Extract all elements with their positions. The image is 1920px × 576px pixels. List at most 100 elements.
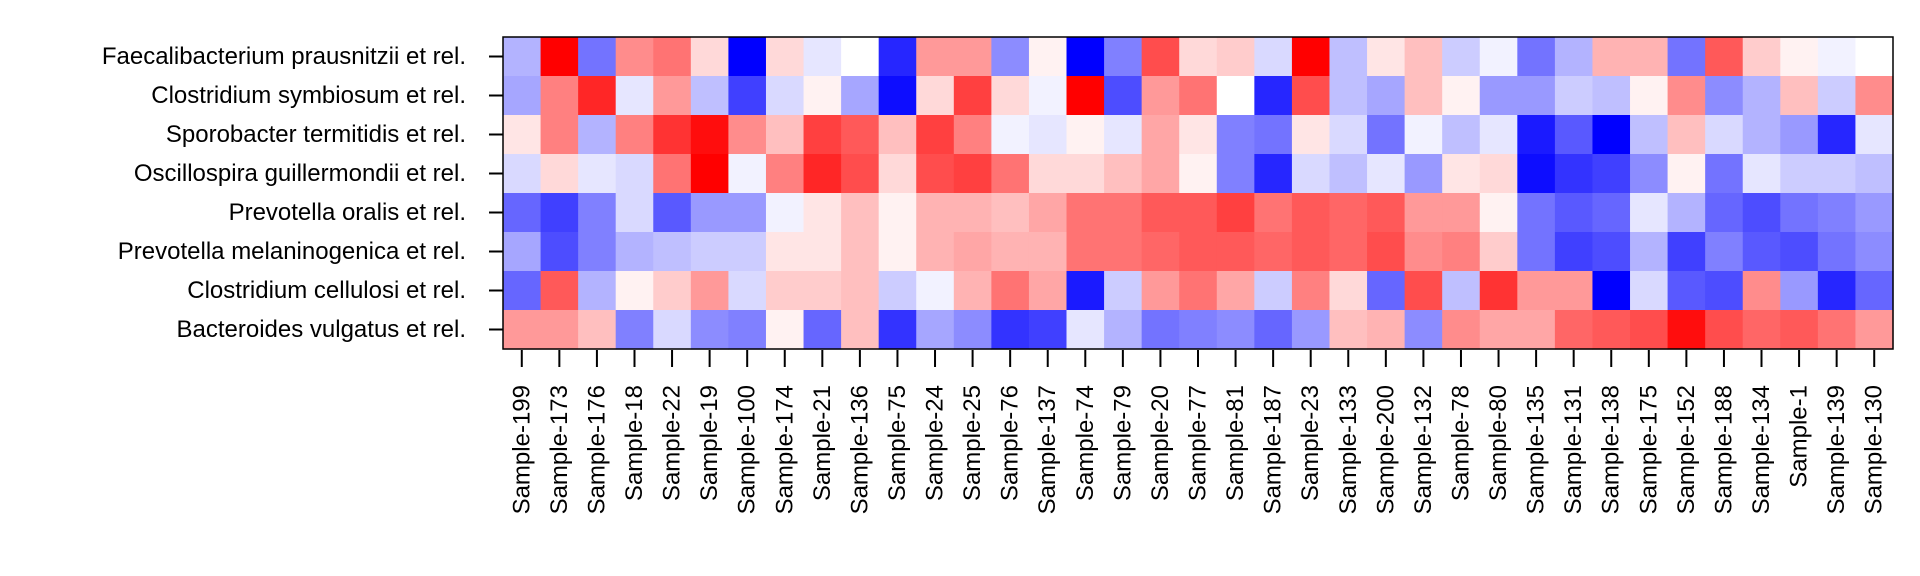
heatmap-cell: [1667, 232, 1706, 272]
heatmap-cell: [690, 115, 730, 155]
heatmap-cell: [1066, 193, 1105, 233]
heatmap-cell: [1216, 310, 1255, 350]
heatmap-cell: [1517, 154, 1556, 194]
heatmap-cell: [1254, 271, 1293, 311]
heatmap-cell: [953, 310, 992, 350]
heatmap-cell: [540, 76, 579, 116]
column-label: Sample-19: [696, 385, 723, 501]
heatmap-cell: [878, 115, 917, 155]
heatmap-cell: [1066, 37, 1105, 77]
heatmap-cell: [1141, 310, 1180, 350]
column-label: Sample-200: [1372, 385, 1399, 514]
heatmap-cell: [1742, 115, 1781, 155]
column-label: Sample-20: [1147, 385, 1174, 501]
column-label: Sample-176: [583, 385, 610, 514]
heatmap-cell: [728, 154, 767, 194]
heatmap-cell: [1404, 37, 1443, 77]
heatmap-cell: [991, 76, 1030, 116]
heatmap-cell: [1179, 232, 1218, 272]
heatmap-cell: [1141, 115, 1180, 155]
heatmap-cell: [503, 310, 542, 350]
heatmap-cell: [765, 193, 805, 233]
heatmap-cell: [1667, 310, 1706, 350]
heatmap-cell: [540, 193, 579, 233]
heatmap-cells: [503, 37, 1894, 350]
heatmap-cell: [1404, 310, 1443, 350]
heatmap-cell: [1517, 271, 1556, 311]
heatmap-cell: [803, 76, 842, 116]
heatmap-cell: [1291, 115, 1331, 155]
heatmap-cell: [615, 37, 654, 77]
heatmap-cell: [878, 154, 917, 194]
column-label: Sample-174: [771, 385, 798, 514]
heatmap-cell: [1554, 193, 1594, 233]
plot-frame: [502, 36, 1894, 350]
heatmap-cell: [1554, 76, 1594, 116]
column-label: Sample-22: [659, 385, 686, 501]
heatmap-cell: [1742, 193, 1781, 233]
column-ticks: [520, 350, 1876, 367]
row-label: Sporobacter termitidis et rel.: [166, 121, 466, 148]
heatmap-cell: [615, 154, 654, 194]
heatmap-cell: [991, 154, 1030, 194]
heatmap-cell: [1254, 232, 1293, 272]
row-label: Bacteroides vulgatus et rel.: [177, 316, 467, 343]
heatmap-cell: [1817, 115, 1857, 155]
heatmap-cell: [953, 154, 992, 194]
row-label: Clostridium symbiosum et rel.: [151, 82, 466, 109]
heatmap-cell: [1554, 115, 1594, 155]
heatmap-cell: [1216, 271, 1255, 311]
heatmap-cell: [1104, 76, 1143, 116]
column-labels: Sample-199 Sample-173 Sample-176 Sample-18 S…: [508, 385, 1887, 514]
heatmap-cell: [1705, 232, 1744, 272]
heatmap-cell: [1780, 37, 1819, 77]
heatmap-cell: [503, 115, 542, 155]
heatmap-cell: [1592, 232, 1631, 272]
heatmap-cell: [1442, 310, 1481, 350]
heatmap-cell: [1479, 115, 1518, 155]
heatmap-cell: [1179, 271, 1218, 311]
heatmap-cell: [1855, 193, 1894, 233]
heatmap-cell: [916, 232, 955, 272]
heatmap-cell: [1066, 154, 1105, 194]
heatmap-cell: [1667, 37, 1706, 77]
heatmap-cell: [578, 310, 617, 350]
heatmap-cell: [615, 271, 654, 311]
heatmap-cell: [1404, 76, 1443, 116]
column-label: Sample-132: [1410, 385, 1437, 514]
heatmap-cell: [1367, 37, 1406, 77]
heatmap-cell: [1592, 154, 1631, 194]
heatmap-cell: [1592, 193, 1631, 233]
heatmap-cell: [765, 232, 805, 272]
heatmap-cell: [1592, 37, 1631, 77]
heatmap-cell: [1817, 37, 1857, 77]
heatmap-cell: [653, 310, 692, 350]
heatmap-cell: [1141, 76, 1180, 116]
heatmap-cell: [916, 76, 955, 116]
heatmap-cell: [841, 115, 880, 155]
heatmap-cell: [578, 115, 617, 155]
column-label: Sample-75: [884, 385, 911, 501]
heatmap-cell: [765, 154, 805, 194]
heatmap-cell: [991, 37, 1030, 77]
column-label: Sample-133: [1335, 385, 1362, 514]
heatmap-cell: [953, 115, 992, 155]
column-label: Sample-187: [1260, 385, 1287, 514]
column-label: Sample-135: [1523, 385, 1550, 514]
heatmap-cell: [690, 232, 730, 272]
heatmap-cell: [653, 154, 692, 194]
heatmap-cell: [803, 271, 842, 311]
heatmap-cell: [1630, 232, 1669, 272]
heatmap-cell: [1442, 76, 1481, 116]
heatmap-cell: [653, 76, 692, 116]
heatmap-cell: [690, 193, 730, 233]
heatmap-cell: [1554, 37, 1594, 77]
row-labels: Faecalibacterium prausnitzii et rel. Clos…: [102, 43, 466, 343]
heatmap-cell: [1554, 271, 1594, 311]
heatmap-cell: [916, 154, 955, 194]
heatmap-cell: [1667, 76, 1706, 116]
row-label: Clostridium cellulosi et rel.: [187, 277, 466, 304]
row-label: Faecalibacterium prausnitzii et rel.: [102, 43, 466, 70]
heatmap-cell: [1329, 232, 1368, 272]
